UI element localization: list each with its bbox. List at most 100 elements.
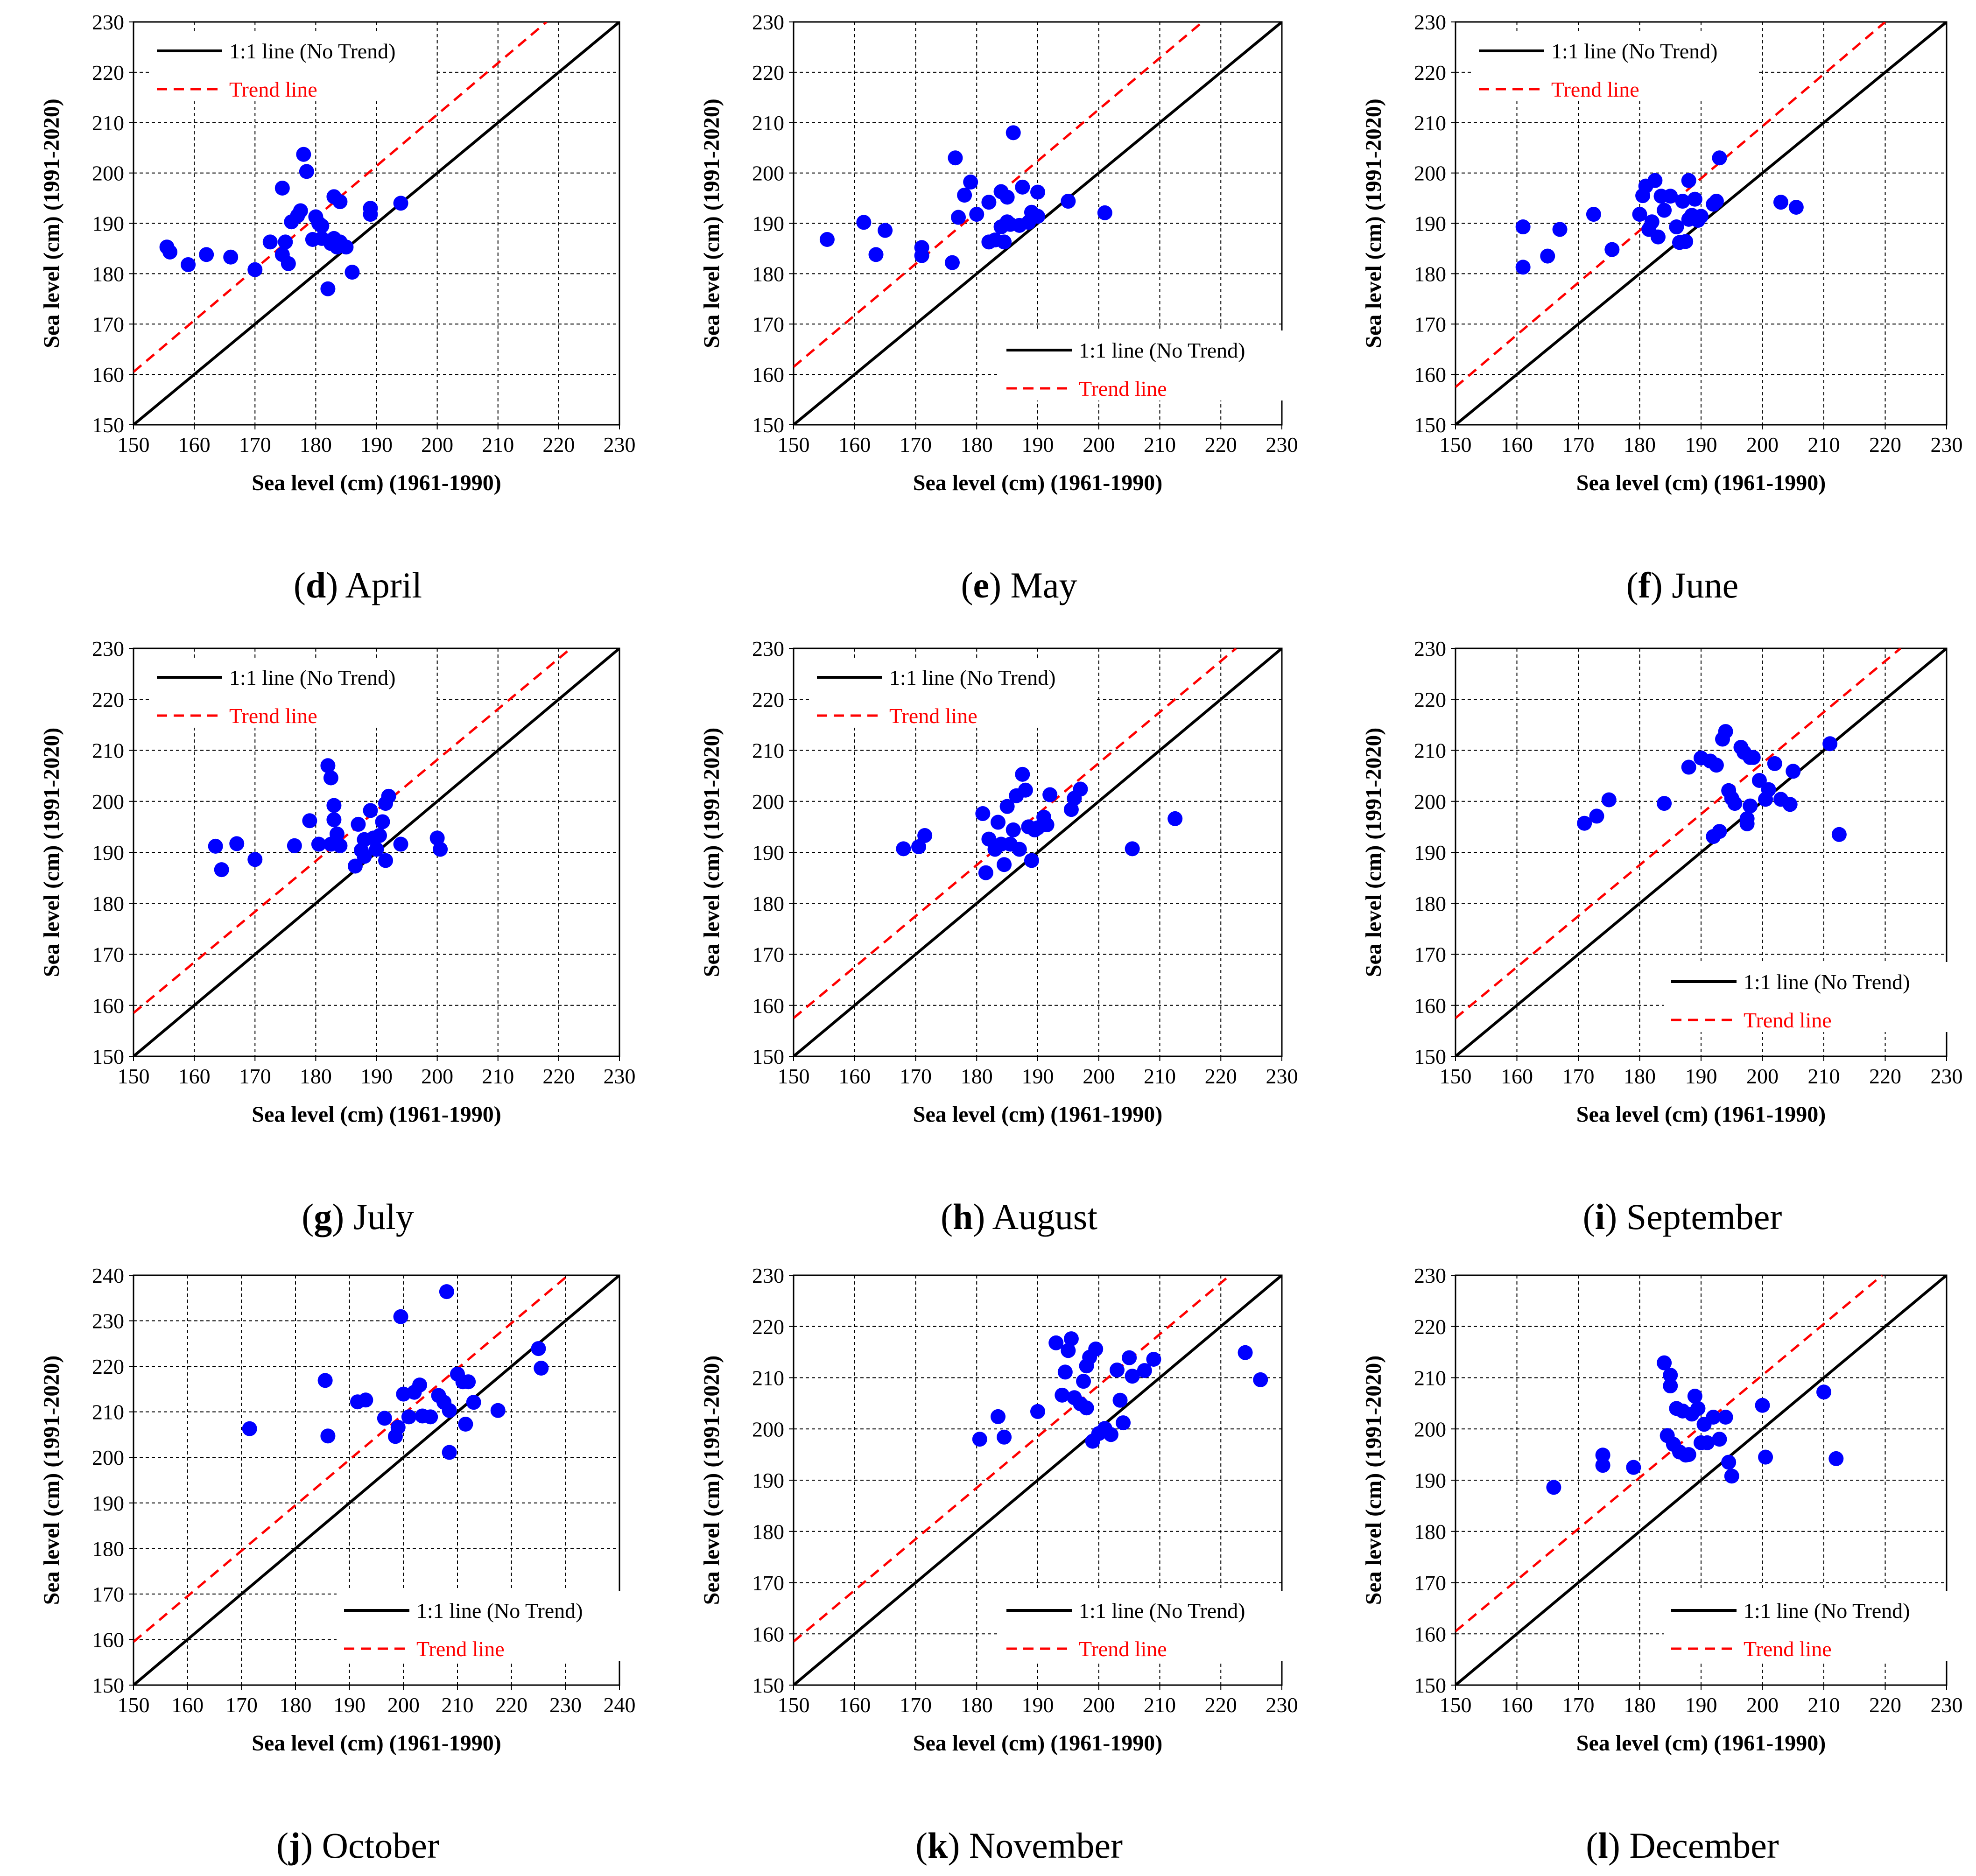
data-point	[1751, 773, 1767, 788]
x-tick-label: 210	[1808, 1693, 1840, 1717]
panel-letter: d	[306, 565, 326, 605]
y-tick-label: 200	[1414, 790, 1446, 814]
y-tick-label: 200	[1414, 1417, 1446, 1441]
x-tick-label: 210	[1144, 433, 1176, 457]
data-point	[1006, 125, 1021, 141]
data-point	[433, 842, 448, 857]
x-tick-label: 200	[1083, 1693, 1115, 1717]
data-point	[1712, 1432, 1727, 1447]
data-point	[369, 842, 384, 857]
x-tick-label: 190	[360, 433, 393, 457]
data-point	[393, 836, 408, 852]
y-tick-label: 220	[752, 688, 784, 711]
data-point	[1712, 824, 1727, 839]
y-tick-label: 160	[752, 994, 784, 1018]
y-tick-label: 170	[752, 312, 784, 336]
y-tick-label: 170	[92, 1582, 124, 1606]
y-tick-label: 210	[752, 1366, 784, 1390]
x-tick-label: 170	[1562, 1064, 1595, 1088]
y-tick-label: 190	[752, 1468, 784, 1492]
trend-line	[134, 648, 572, 1014]
data-point	[991, 1409, 1006, 1424]
x-tick-label: 200	[1746, 1064, 1779, 1088]
panel-month: June	[1672, 565, 1738, 605]
data-point	[278, 234, 293, 250]
data-point	[466, 1395, 481, 1410]
legend-one-to-one-label: 1:1 line (No Trend)	[229, 666, 396, 689]
y-tick-label: 150	[92, 1673, 124, 1697]
x-tick-label: 190	[1022, 1693, 1054, 1717]
panel-month: May	[1011, 565, 1077, 605]
data-point	[1700, 1435, 1715, 1450]
data-point	[247, 262, 263, 277]
gridlines	[1456, 1275, 1947, 1685]
y-axis-label: Sea level (cm) (1991-2020)	[39, 728, 64, 977]
y-tick-label: 190	[92, 212, 124, 236]
data-point	[1088, 1342, 1104, 1357]
y-tick-label: 220	[1414, 1315, 1446, 1339]
data-point	[1675, 194, 1690, 209]
data-point	[1015, 766, 1030, 782]
x-tick-label: 170	[900, 433, 932, 457]
y-tick-label: 160	[92, 1628, 124, 1651]
data-point	[917, 828, 933, 843]
data-point	[1012, 842, 1027, 857]
y-tick-label: 210	[92, 739, 124, 763]
data-point	[878, 223, 893, 238]
x-tick-label: 170	[1562, 433, 1595, 457]
data-point	[1116, 1415, 1131, 1431]
y-axis-label: Sea level (cm) (1991-2020)	[39, 1356, 64, 1605]
x-tick-label: 230	[1266, 1693, 1298, 1717]
data-point	[320, 1428, 336, 1444]
x-tick-label: 220	[495, 1693, 527, 1717]
data-point	[208, 838, 223, 854]
panel-month: September	[1626, 1196, 1782, 1237]
legend-trend-label: Trend line	[229, 704, 317, 728]
trend-line	[1456, 648, 1901, 1019]
data-point	[531, 1341, 546, 1356]
data-point	[1079, 1400, 1094, 1416]
data-point	[311, 836, 326, 852]
trend-line	[1456, 1275, 1883, 1632]
legend: 1:1 line (No Trend) Trend line	[1664, 1591, 1948, 1661]
y-tick-label: 210	[752, 739, 784, 763]
x-tick-label: 210	[1808, 1064, 1840, 1088]
x-axis-label: Sea level (cm) (1961-1990)	[1576, 1102, 1826, 1127]
x-tick-label: 220	[542, 433, 575, 457]
data-point	[1816, 1384, 1831, 1400]
y-tick-label: 150	[752, 1673, 784, 1697]
x-axis-label: Sea level (cm) (1961-1990)	[252, 1102, 501, 1127]
scatter-points	[1577, 724, 1847, 844]
y-axis-label: Sea level (cm) (1991-2020)	[1361, 98, 1386, 348]
data-point	[223, 249, 239, 265]
panel-caption: (l) December	[1586, 1825, 1779, 1866]
data-point	[1515, 260, 1531, 275]
data-point	[1546, 1480, 1561, 1495]
data-point	[914, 248, 929, 263]
x-tick-label: 240	[604, 1693, 636, 1717]
data-point	[442, 1445, 457, 1460]
data-point	[1647, 173, 1663, 188]
x-tick-label: 160	[838, 1064, 871, 1088]
data-point	[326, 812, 342, 828]
panel-letter: e	[973, 565, 989, 605]
data-point	[1718, 1410, 1733, 1425]
scatter-points	[159, 147, 408, 296]
y-tick-label: 230	[1414, 1264, 1446, 1287]
panel-month: April	[345, 565, 422, 605]
x-tick-label: 230	[1266, 1064, 1298, 1088]
x-tick-label: 220	[1205, 1693, 1237, 1717]
x-tick-label: 220	[1869, 433, 1901, 457]
data-point	[1687, 1389, 1702, 1404]
data-point	[1076, 1374, 1091, 1389]
one-to-one-line	[1456, 648, 1947, 1056]
data-point	[1632, 207, 1647, 222]
data-point	[357, 849, 372, 864]
data-point	[975, 806, 991, 821]
data-point	[1745, 750, 1761, 765]
legend-one-to-one-label: 1:1 line (No Trend)	[1079, 1599, 1245, 1623]
data-point	[999, 190, 1015, 205]
x-tick-label: 210	[442, 1693, 474, 1717]
